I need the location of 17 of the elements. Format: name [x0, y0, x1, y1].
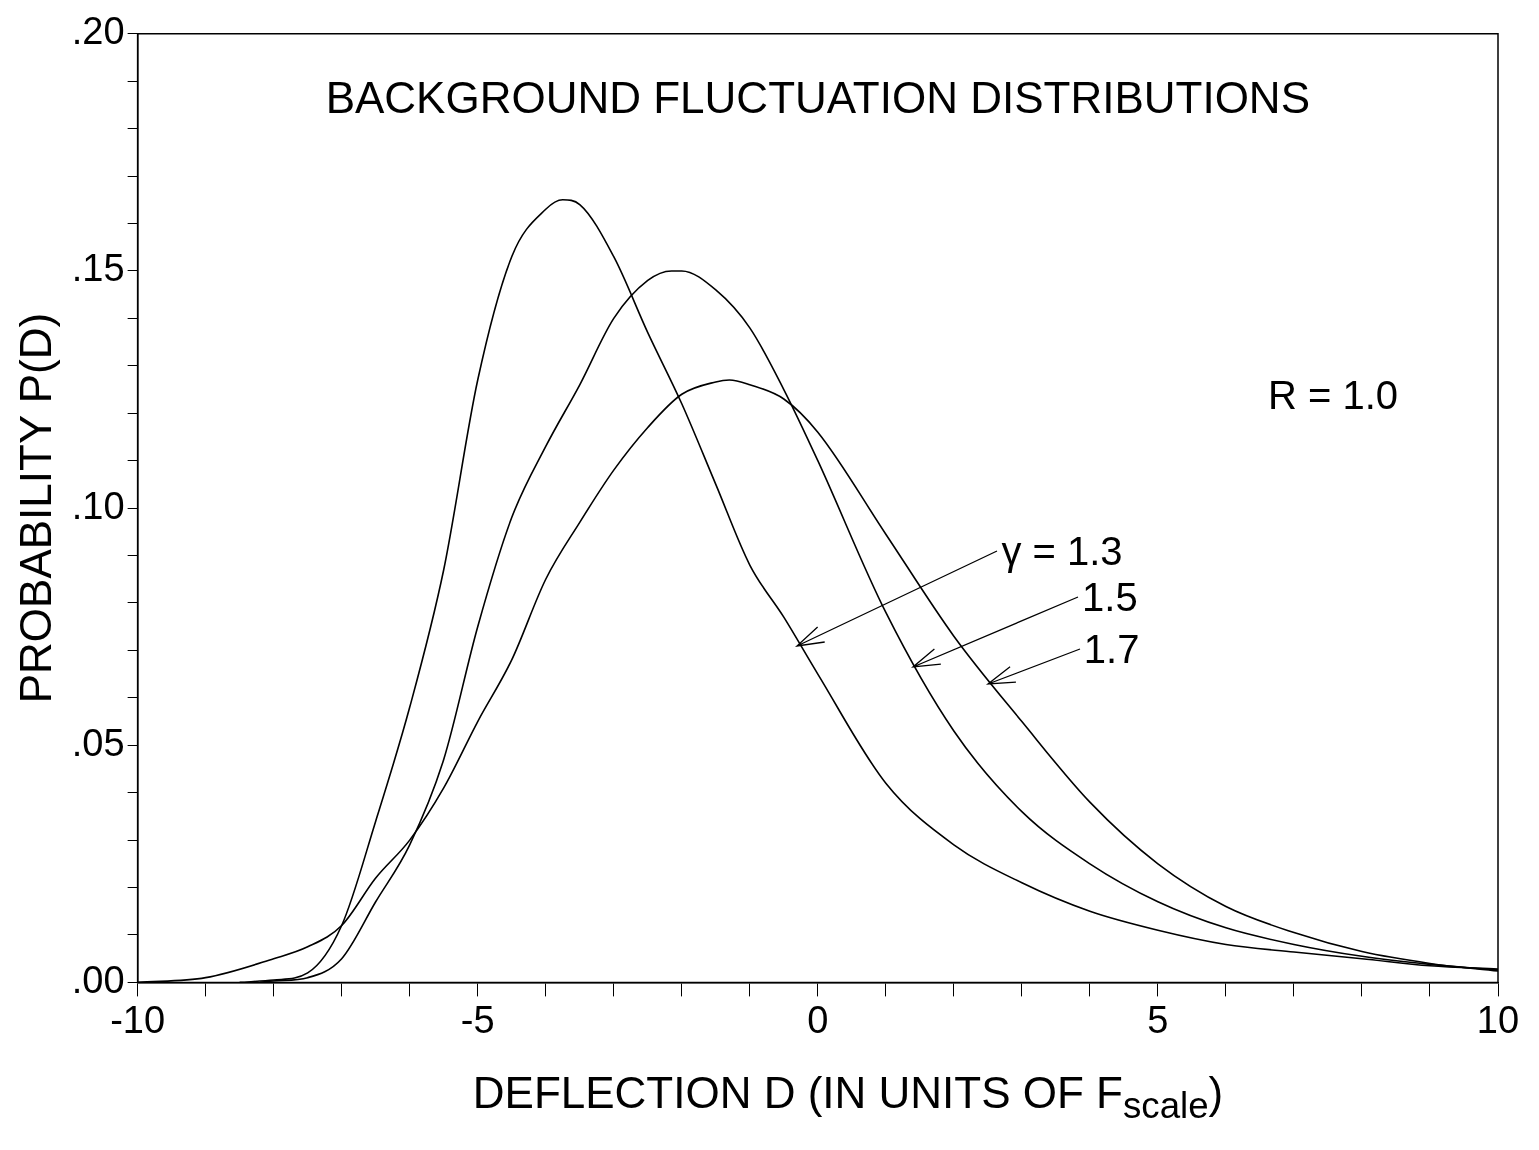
- annotation: 1.7: [1083, 626, 1140, 671]
- annotation: 1.5: [1082, 574, 1138, 619]
- y-tick-label: .05: [71, 721, 125, 764]
- x-axis-title: DEFLECTION D (IN UNITS OF F$_{scale}$): [471, 1068, 1225, 1127]
- x-tick-label: 5: [1147, 998, 1169, 1041]
- x-tick-label: 0: [807, 998, 829, 1041]
- annotation: γ = 1.3: [1001, 528, 1123, 573]
- y-tick-label: .10: [71, 484, 125, 527]
- x-tick-label: -5: [460, 998, 495, 1041]
- annotation: R = 1.0: [1267, 372, 1398, 417]
- y-axis-title: PROBABILITY P(D): [10, 312, 60, 704]
- y-tick-label: .20: [71, 10, 125, 53]
- y-tick-label: .00: [71, 958, 125, 1001]
- x-tick-label: 10: [1476, 998, 1520, 1041]
- text: BACKGROUND FLUCTUATION DISTRIBUTIONS: [325, 72, 1310, 122]
- y-tick-label: .15: [71, 247, 125, 290]
- x-tick-label: -10: [110, 998, 166, 1041]
